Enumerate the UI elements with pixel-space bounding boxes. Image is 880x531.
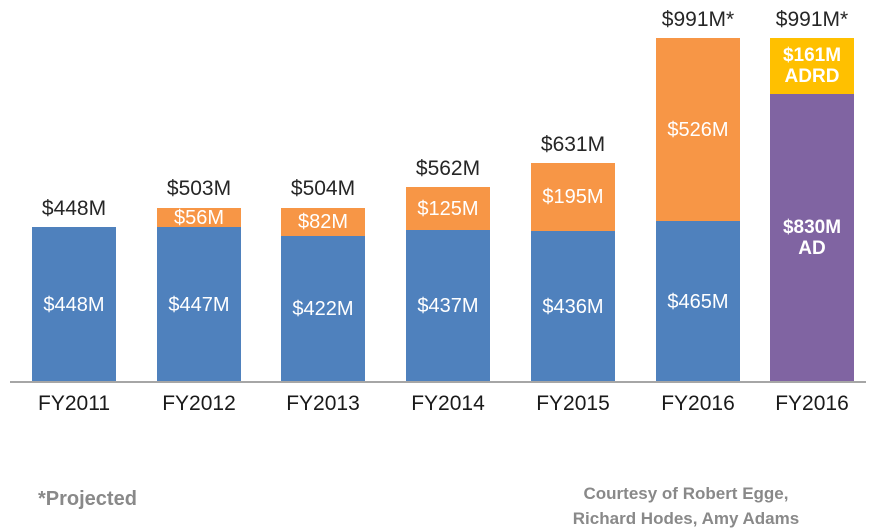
- bar-total-label: $562M: [415, 157, 481, 180]
- x-axis-label-fy2012-1: FY2012: [162, 392, 236, 415]
- credit-line-1: Courtesy of Robert Egge,: [583, 484, 789, 503]
- bar-segment-purple: $830M AD: [770, 94, 854, 382]
- bar-total-label: $448M: [41, 197, 107, 220]
- bar-segment-orange: $125M: [406, 187, 490, 230]
- bar-total-label: $631M: [540, 133, 606, 156]
- bar-fy2013-2: $422M $82M: [281, 207, 365, 382]
- bar-segment-label: $422M: [292, 298, 354, 320]
- bar-segment-blue: $436M: [531, 231, 615, 382]
- bar-segment-label: $436M: [542, 295, 604, 318]
- bar-segment-label: $465M: [667, 290, 729, 313]
- bar-segment-gold: $161M ADRD: [770, 38, 854, 94]
- bar-segment-blue: $422M: [281, 236, 365, 382]
- bar-segment-label: $195M: [542, 186, 604, 208]
- bar-fy2012-1: $447M $56M: [157, 207, 241, 382]
- bar-fy2016-6: $830M AD $161M ADRD: [770, 38, 854, 382]
- bar-segment-orange: $56M: [157, 206, 241, 229]
- bar-segment-label: $437M: [417, 295, 479, 317]
- bar-segment-label: $448M: [43, 293, 105, 316]
- bar-segment-orange: $82M: [281, 208, 365, 236]
- bar-segment-label: $82M: [297, 211, 349, 233]
- bar-total-label: $503M: [166, 177, 232, 200]
- bar-segment-blue: $437M: [406, 230, 490, 382]
- bar-total-label: $991M*: [661, 8, 735, 31]
- credit-text: Courtesy of Robert Egge, Richard Hodes, …: [520, 481, 852, 531]
- x-axis-label-fy2016-5: FY2016: [661, 392, 735, 415]
- bar-total-label: $504M: [290, 177, 356, 200]
- bar-fy2011-0: $448M: [32, 227, 116, 382]
- bar-segment-orange: $195M: [531, 163, 615, 231]
- x-axis-label-fy2015-4: FY2015: [536, 392, 610, 415]
- x-axis-label-fy2013-2: FY2013: [286, 392, 360, 415]
- bar-segment-orange: $526M: [656, 38, 740, 221]
- bar-total-label: $991M*: [775, 8, 849, 31]
- x-axis-label-fy2014-3: FY2014: [411, 392, 485, 415]
- bar-segment-label: $447M: [168, 293, 230, 316]
- bar-segment-label: $161M ADRD: [782, 45, 842, 87]
- bar-segment-label: $526M: [667, 118, 729, 141]
- x-axis-label-fy2016-6: FY2016: [775, 392, 849, 415]
- footnote-projected: *Projected: [38, 488, 137, 510]
- bar-segment-blue: $465M: [656, 221, 740, 382]
- bar-segment-label: $56M: [173, 206, 225, 229]
- credit-line-2: Richard Hodes, Amy Adams: [572, 509, 800, 528]
- bar-fy2016-5: $465M $526M: [656, 38, 740, 382]
- bar-segment-blue: $447M: [157, 227, 241, 382]
- bar-fy2014-3: $437M $125M: [406, 187, 490, 382]
- bar-segment-label: $830M AD: [782, 217, 842, 259]
- bar-segment-blue: $448M: [32, 227, 116, 382]
- x-axis-line: [10, 381, 866, 383]
- bar-fy2015-4: $436M $195M: [531, 163, 615, 382]
- bar-segment-label: $125M: [417, 197, 479, 220]
- x-axis-label-fy2011-0: FY2011: [38, 392, 110, 415]
